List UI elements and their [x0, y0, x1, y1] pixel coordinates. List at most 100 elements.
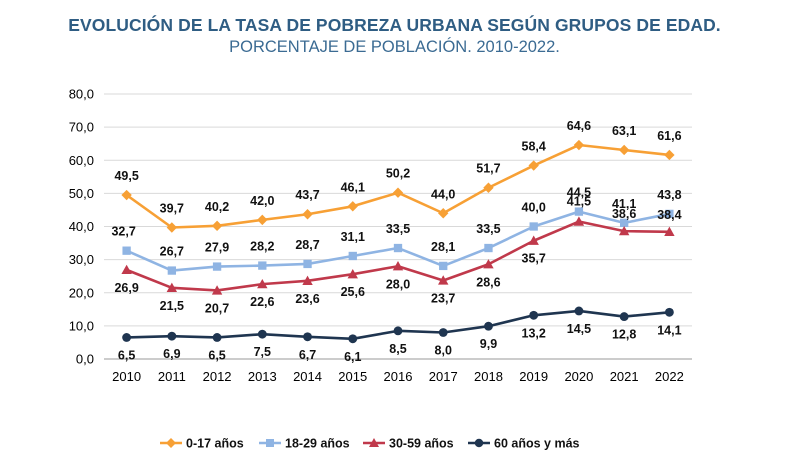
data-label: 35,7 [522, 252, 546, 266]
data-point [438, 328, 448, 337]
x-tick-label: 2017 [429, 369, 458, 384]
data-point [618, 225, 630, 236]
data-label: 38,6 [612, 207, 636, 221]
data-point [484, 243, 493, 253]
data-label: 25,6 [341, 285, 365, 299]
data-point [257, 329, 267, 339]
data-label: 14,1 [657, 323, 681, 337]
data-point [302, 209, 313, 220]
series-0-17: 49,5 39,7 40,2 42,0 43,7 46,1 50,2 44,0 51,7 58,4… [114, 119, 682, 233]
data-label: 42,0 [250, 194, 274, 208]
data-label: 33,5 [386, 222, 410, 236]
data-label: 43,7 [295, 188, 319, 202]
data-label: 28,2 [250, 240, 274, 254]
data-point [303, 332, 312, 342]
data-label: 26,9 [114, 281, 138, 295]
legend-item: 18-29 años [259, 437, 350, 451]
data-point [257, 278, 268, 289]
data-point [483, 259, 494, 269]
data-label: 26,7 [160, 245, 184, 259]
data-point [121, 264, 132, 275]
data-label: 6,1 [344, 350, 361, 364]
data-label: 44,0 [431, 187, 455, 201]
data-point [665, 209, 674, 219]
legend-label: 0-17 años [186, 437, 244, 451]
data-point [529, 310, 539, 320]
data-label: 41,5 [567, 195, 591, 209]
data-point [348, 334, 358, 344]
y-tick-label: 60,0 [69, 153, 94, 168]
data-point [393, 326, 403, 336]
data-label: 6,7 [299, 348, 316, 362]
x-tick-label: 2019 [519, 369, 548, 384]
data-point [573, 139, 585, 151]
data-point [167, 266, 177, 275]
x-tick-label: 2021 [610, 369, 639, 384]
legend-item: 30-59 años [363, 437, 454, 451]
data-point [574, 207, 584, 216]
x-tick-label: 2010 [112, 369, 141, 384]
y-tick-label: 40,0 [69, 219, 94, 234]
y-tick-label: 20,0 [69, 285, 94, 300]
data-point [121, 189, 132, 201]
data-label: 39,7 [160, 201, 184, 215]
data-point [619, 312, 629, 322]
data-label: 12,8 [612, 328, 636, 342]
data-point [438, 275, 449, 285]
x-tick-label: 2020 [564, 369, 593, 384]
data-label: 58,4 [522, 140, 546, 154]
legend-label: 60 años y más [494, 437, 580, 451]
series-60-plus: 6,5 6,9 6,5 7,5 6,7 6,1 8,5 8,0 9,9 13,2 14,5 12,8 1… [118, 306, 682, 364]
data-point [258, 261, 267, 270]
legend-item: 60 años y más [468, 437, 580, 451]
data-point [439, 261, 448, 271]
data-label: 13,2 [522, 326, 546, 340]
data-point [211, 220, 223, 232]
legend-marker [166, 438, 176, 448]
data-point [347, 201, 358, 212]
data-label: 20,7 [205, 301, 229, 315]
data-point [166, 282, 178, 292]
data-label: 40,0 [522, 201, 546, 215]
data-point [529, 222, 538, 231]
data-label: 64,6 [567, 119, 591, 133]
data-label: 38,4 [657, 208, 681, 222]
data-label: 6,9 [163, 347, 180, 361]
data-point [392, 261, 404, 271]
data-point [574, 306, 584, 316]
series-30-59: 26,9 21,5 20,7 22,6 23,6 25,6 28,0 23,7 28,6 35,7… [114, 195, 681, 316]
x-tick-label: 2022 [655, 369, 684, 384]
data-point [664, 226, 675, 236]
data-label: 31,1 [341, 230, 365, 244]
data-label: 61,6 [657, 129, 681, 143]
data-label: 6,5 [208, 348, 225, 362]
y-tick-label: 30,0 [69, 252, 94, 267]
x-tick-label: 2018 [474, 369, 503, 384]
legend-label: 30-59 años [389, 437, 454, 451]
y-tick-label: 0,0 [76, 352, 94, 367]
data-label: 23,7 [431, 291, 455, 305]
data-point [438, 208, 449, 219]
x-tick-label: 2016 [384, 369, 413, 384]
data-label: 27,9 [205, 241, 229, 255]
legend-marker [474, 438, 484, 448]
data-label: 28,7 [295, 238, 319, 252]
data-label: 46,1 [341, 180, 365, 194]
chart-subtitle: PORCENTAJE DE POBLACIÓN. 2010-2022. [229, 38, 560, 56]
data-point [347, 269, 358, 279]
data-label: 6,5 [118, 348, 135, 362]
data-point [302, 275, 313, 285]
y-tick-label: 10,0 [69, 318, 94, 333]
title-block: EVOLUCIÓN DE LA TASA DE POBREZA URBANA S… [0, 14, 789, 58]
data-point [619, 218, 629, 228]
legend-item: 0-17 años [160, 437, 244, 451]
x-tick-label: 2011 [158, 369, 186, 384]
data-point [392, 187, 404, 198]
y-tick-label: 70,0 [69, 120, 94, 135]
data-label: 14,5 [567, 322, 591, 336]
data-point [211, 285, 223, 295]
legend-label: 18-29 años [285, 437, 350, 451]
data-label: 51,7 [476, 162, 500, 176]
data-label: 21,5 [160, 299, 184, 313]
